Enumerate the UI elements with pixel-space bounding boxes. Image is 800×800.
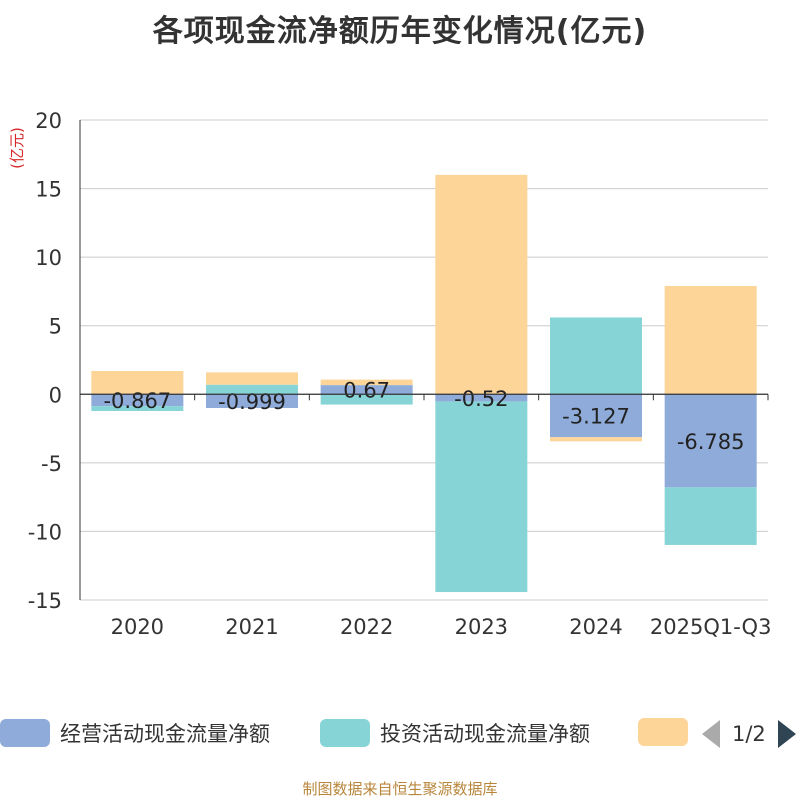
legend-swatch-operating	[0, 719, 50, 747]
data-label-operating-2020: -0.867	[103, 389, 171, 413]
data-label-operating-2025Q1-Q3: -6.785	[677, 430, 745, 454]
legend-item-financing[interactable]	[638, 718, 698, 746]
bar-investing-2025Q1-Q3	[664, 487, 757, 545]
bar-investing-2021	[206, 384, 298, 395]
x-tick-label: 2022	[340, 615, 393, 639]
x-tick-label: 2025Q1-Q3	[650, 615, 772, 639]
y-tick-label: -5	[41, 452, 62, 476]
bar-operating-2020	[91, 394, 184, 407]
bar-operating-2022	[320, 385, 413, 395]
legend-pager: 1/2	[702, 720, 796, 748]
data-label-operating-2024: -3.127	[562, 405, 630, 429]
legend-swatch-financing	[638, 718, 688, 746]
source-note: 制图数据来自恒生聚源数据库	[302, 780, 498, 798]
bar-financing-2020	[91, 370, 184, 395]
legend-item-investing[interactable]: 投资活动现金流量净额	[320, 718, 590, 748]
bar-investing-2020	[91, 406, 184, 411]
legend-page-indicator: 1/2	[732, 722, 766, 746]
y-tick-label: 15	[35, 178, 62, 202]
y-tick-label: 20	[35, 109, 62, 133]
chart-title: 各项现金流净额历年变化情况(亿元)	[152, 14, 648, 49]
bar-financing-2023	[435, 174, 528, 395]
x-tick-label: 2020	[111, 615, 164, 639]
bar-investing-2022	[320, 394, 413, 405]
bar-operating-2021	[206, 394, 298, 408]
data-label-operating-2022: 0.67	[343, 379, 390, 403]
y-tick-label: 5	[49, 315, 62, 339]
bar-operating-2024	[550, 394, 642, 438]
bar-operating-2025Q1-Q3	[664, 394, 757, 488]
legend-item-operating[interactable]: 经营活动现金流量净额	[0, 718, 270, 748]
legend-label-operating: 经营活动现金流量净额	[60, 722, 270, 746]
data-label-operating-2023: -0.52	[454, 387, 508, 411]
y-axis-unit-label: (亿元)	[8, 127, 26, 169]
y-tick-label: -15	[28, 589, 62, 613]
x-tick-label: 2024	[569, 615, 622, 639]
legend-next-page-icon[interactable]	[777, 720, 796, 748]
legend-label-investing: 投资活动现金流量净额	[380, 722, 590, 746]
bar-investing-2024	[550, 317, 642, 395]
bar-investing-2023	[435, 401, 528, 593]
x-tick-label: 2021	[225, 615, 278, 639]
y-tick-label: 10	[35, 246, 62, 270]
bar-financing-2022	[320, 379, 413, 386]
legend-swatch-investing	[320, 719, 370, 747]
bar-financing-2021	[206, 372, 298, 385]
legend-prev-page-icon[interactable]	[702, 720, 720, 748]
bar-financing-2025Q1-Q3	[664, 285, 757, 395]
x-tick-label: 2023	[455, 615, 508, 639]
y-tick-label: 0	[49, 383, 62, 407]
bar-operating-2023	[435, 394, 528, 402]
y-tick-label: -10	[28, 520, 62, 544]
legend: 经营活动现金流量净额 投资活动现金流量净额 1/2	[0, 714, 800, 754]
bar-financing-2024	[550, 437, 642, 442]
